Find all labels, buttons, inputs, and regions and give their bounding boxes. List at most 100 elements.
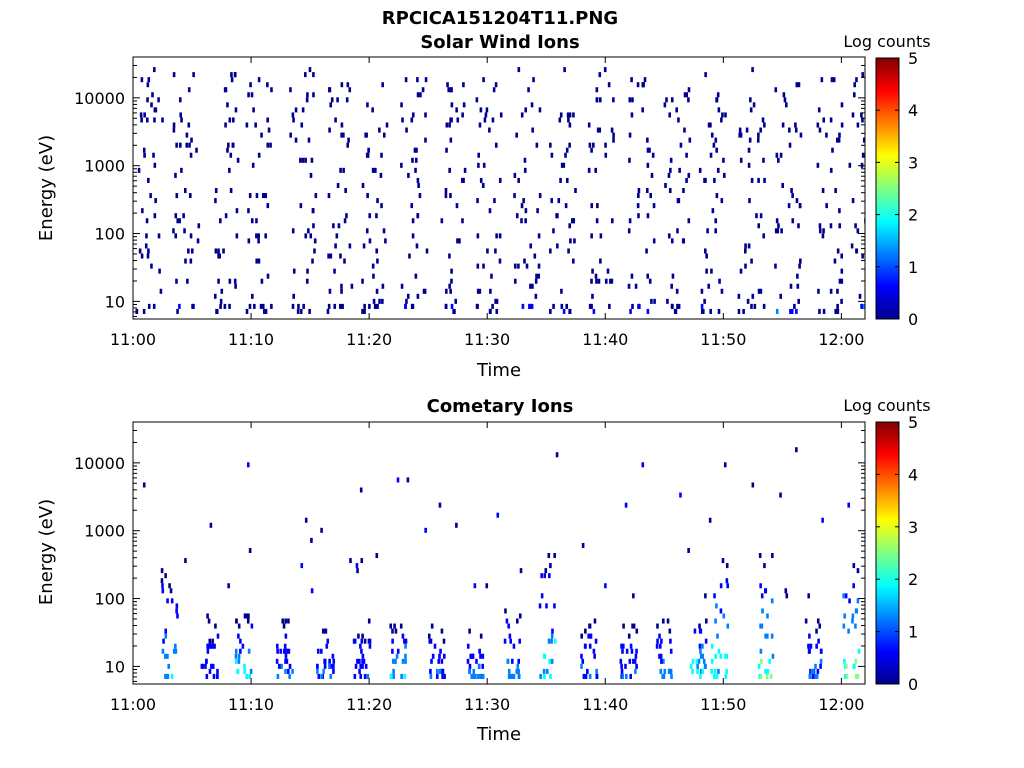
heatmap-cell [857,648,861,654]
heatmap-cell [604,583,607,589]
heatmap-cell [214,188,218,194]
heatmap-cell [833,258,837,264]
heatmap-cell [717,648,721,654]
heatmap-cell [596,127,600,133]
heatmap-cell [646,308,650,314]
heatmap-cell [854,608,858,614]
heatmap-cell [381,298,384,304]
heatmap-cell [445,288,448,294]
heatmap-cell [716,167,720,173]
heatmap-cell [795,198,799,204]
heatmap-cell [591,268,594,274]
heatmap-cell [677,303,681,309]
heatmap-cell [310,537,313,543]
heatmap-cell [468,663,472,669]
heatmap-cell [373,303,377,309]
y-tick-label: 100 [94,225,125,244]
heatmap-cell [184,258,187,264]
plot-frame [132,56,866,320]
heatmap-cell [550,198,554,204]
heatmap-cell [593,653,596,659]
heatmap-cell [340,132,343,138]
heatmap-cell [360,648,363,654]
heatmap-cell [476,263,480,269]
heatmap-cell [184,558,187,564]
colorbar-label: Log counts [843,396,930,415]
heatmap-cell [345,97,349,103]
heatmap-cell [174,172,177,178]
heatmap-cell [807,593,811,599]
heatmap-cell [549,142,552,148]
heatmap-cell [403,673,406,679]
heatmap-cell [663,102,667,108]
heatmap-cell [631,623,634,629]
heatmap-cell [363,308,366,314]
heatmap-cell [147,77,151,83]
heatmap-cell [174,648,178,654]
heatmap-cell [756,137,760,143]
heatmap-cell [860,112,863,118]
heatmap-cell [266,82,269,88]
heatmap-cell [717,308,721,314]
heatmap-cell [746,298,750,304]
heatmap-cell [347,137,350,143]
heatmap-cell [785,593,789,599]
heatmap-cell [211,663,215,669]
heatmap-cell [418,193,422,199]
heatmap-cell [178,303,181,309]
heatmap-cell [327,303,331,309]
heatmap-cell [340,283,343,289]
heatmap-cell [612,137,615,143]
heatmap-cell [651,152,655,158]
heatmap-cell [720,198,724,204]
heatmap-cell [248,303,252,309]
colorbar-ticks: 0 1 2 3 4 5 [876,413,918,694]
heatmap-cell [179,112,183,118]
heatmap-cell [400,102,403,108]
heatmap-cell [714,137,718,143]
heatmap-cell [341,303,344,309]
heatmap-cell [284,633,288,639]
heatmap-cell [809,668,812,674]
colorbar-tick-label: 0 [908,675,918,694]
heatmap-cell [683,127,686,133]
heatmap-cell [548,658,551,664]
heatmap-cell [306,92,309,98]
heatmap-cell [361,653,365,659]
heatmap-cell [358,668,361,674]
heatmap-cell [189,233,193,239]
heatmap-cell [851,198,855,204]
heatmap-cell [438,668,442,674]
heatmap-cell [291,112,295,118]
heatmap-cell [711,208,715,214]
heatmap-cell [445,122,449,128]
heatmap-cell [247,238,251,244]
heatmap-cell [854,673,858,679]
heatmap-cell [444,303,448,309]
heatmap-cell [848,162,852,168]
heatmap-cell [522,198,525,204]
heatmap-cell [317,673,321,679]
heatmap-cell [372,298,376,304]
x-axis-label: Time [476,724,521,745]
heatmap-cell [391,648,394,654]
heatmap-cell [391,638,394,644]
heatmap-cell [515,618,519,624]
heatmap-cell [334,243,337,249]
heatmap-cell [477,663,481,669]
heatmap-cell [719,583,723,589]
heatmap-cell [516,663,520,669]
heatmap-cell [604,142,607,148]
heatmap-cell [710,643,714,649]
heatmap-cell [188,193,192,199]
x-axis-label: Time [476,360,521,381]
heatmap-cell [842,593,845,599]
heatmap-cell [582,673,586,679]
heatmap-cell [720,117,723,123]
heatmap-cell [145,233,148,239]
heatmap-cell [539,673,542,679]
heatmap-cell [755,213,758,219]
heatmap-cell [638,303,641,309]
heatmap-cell [343,218,347,224]
heatmap-cell [235,233,239,239]
